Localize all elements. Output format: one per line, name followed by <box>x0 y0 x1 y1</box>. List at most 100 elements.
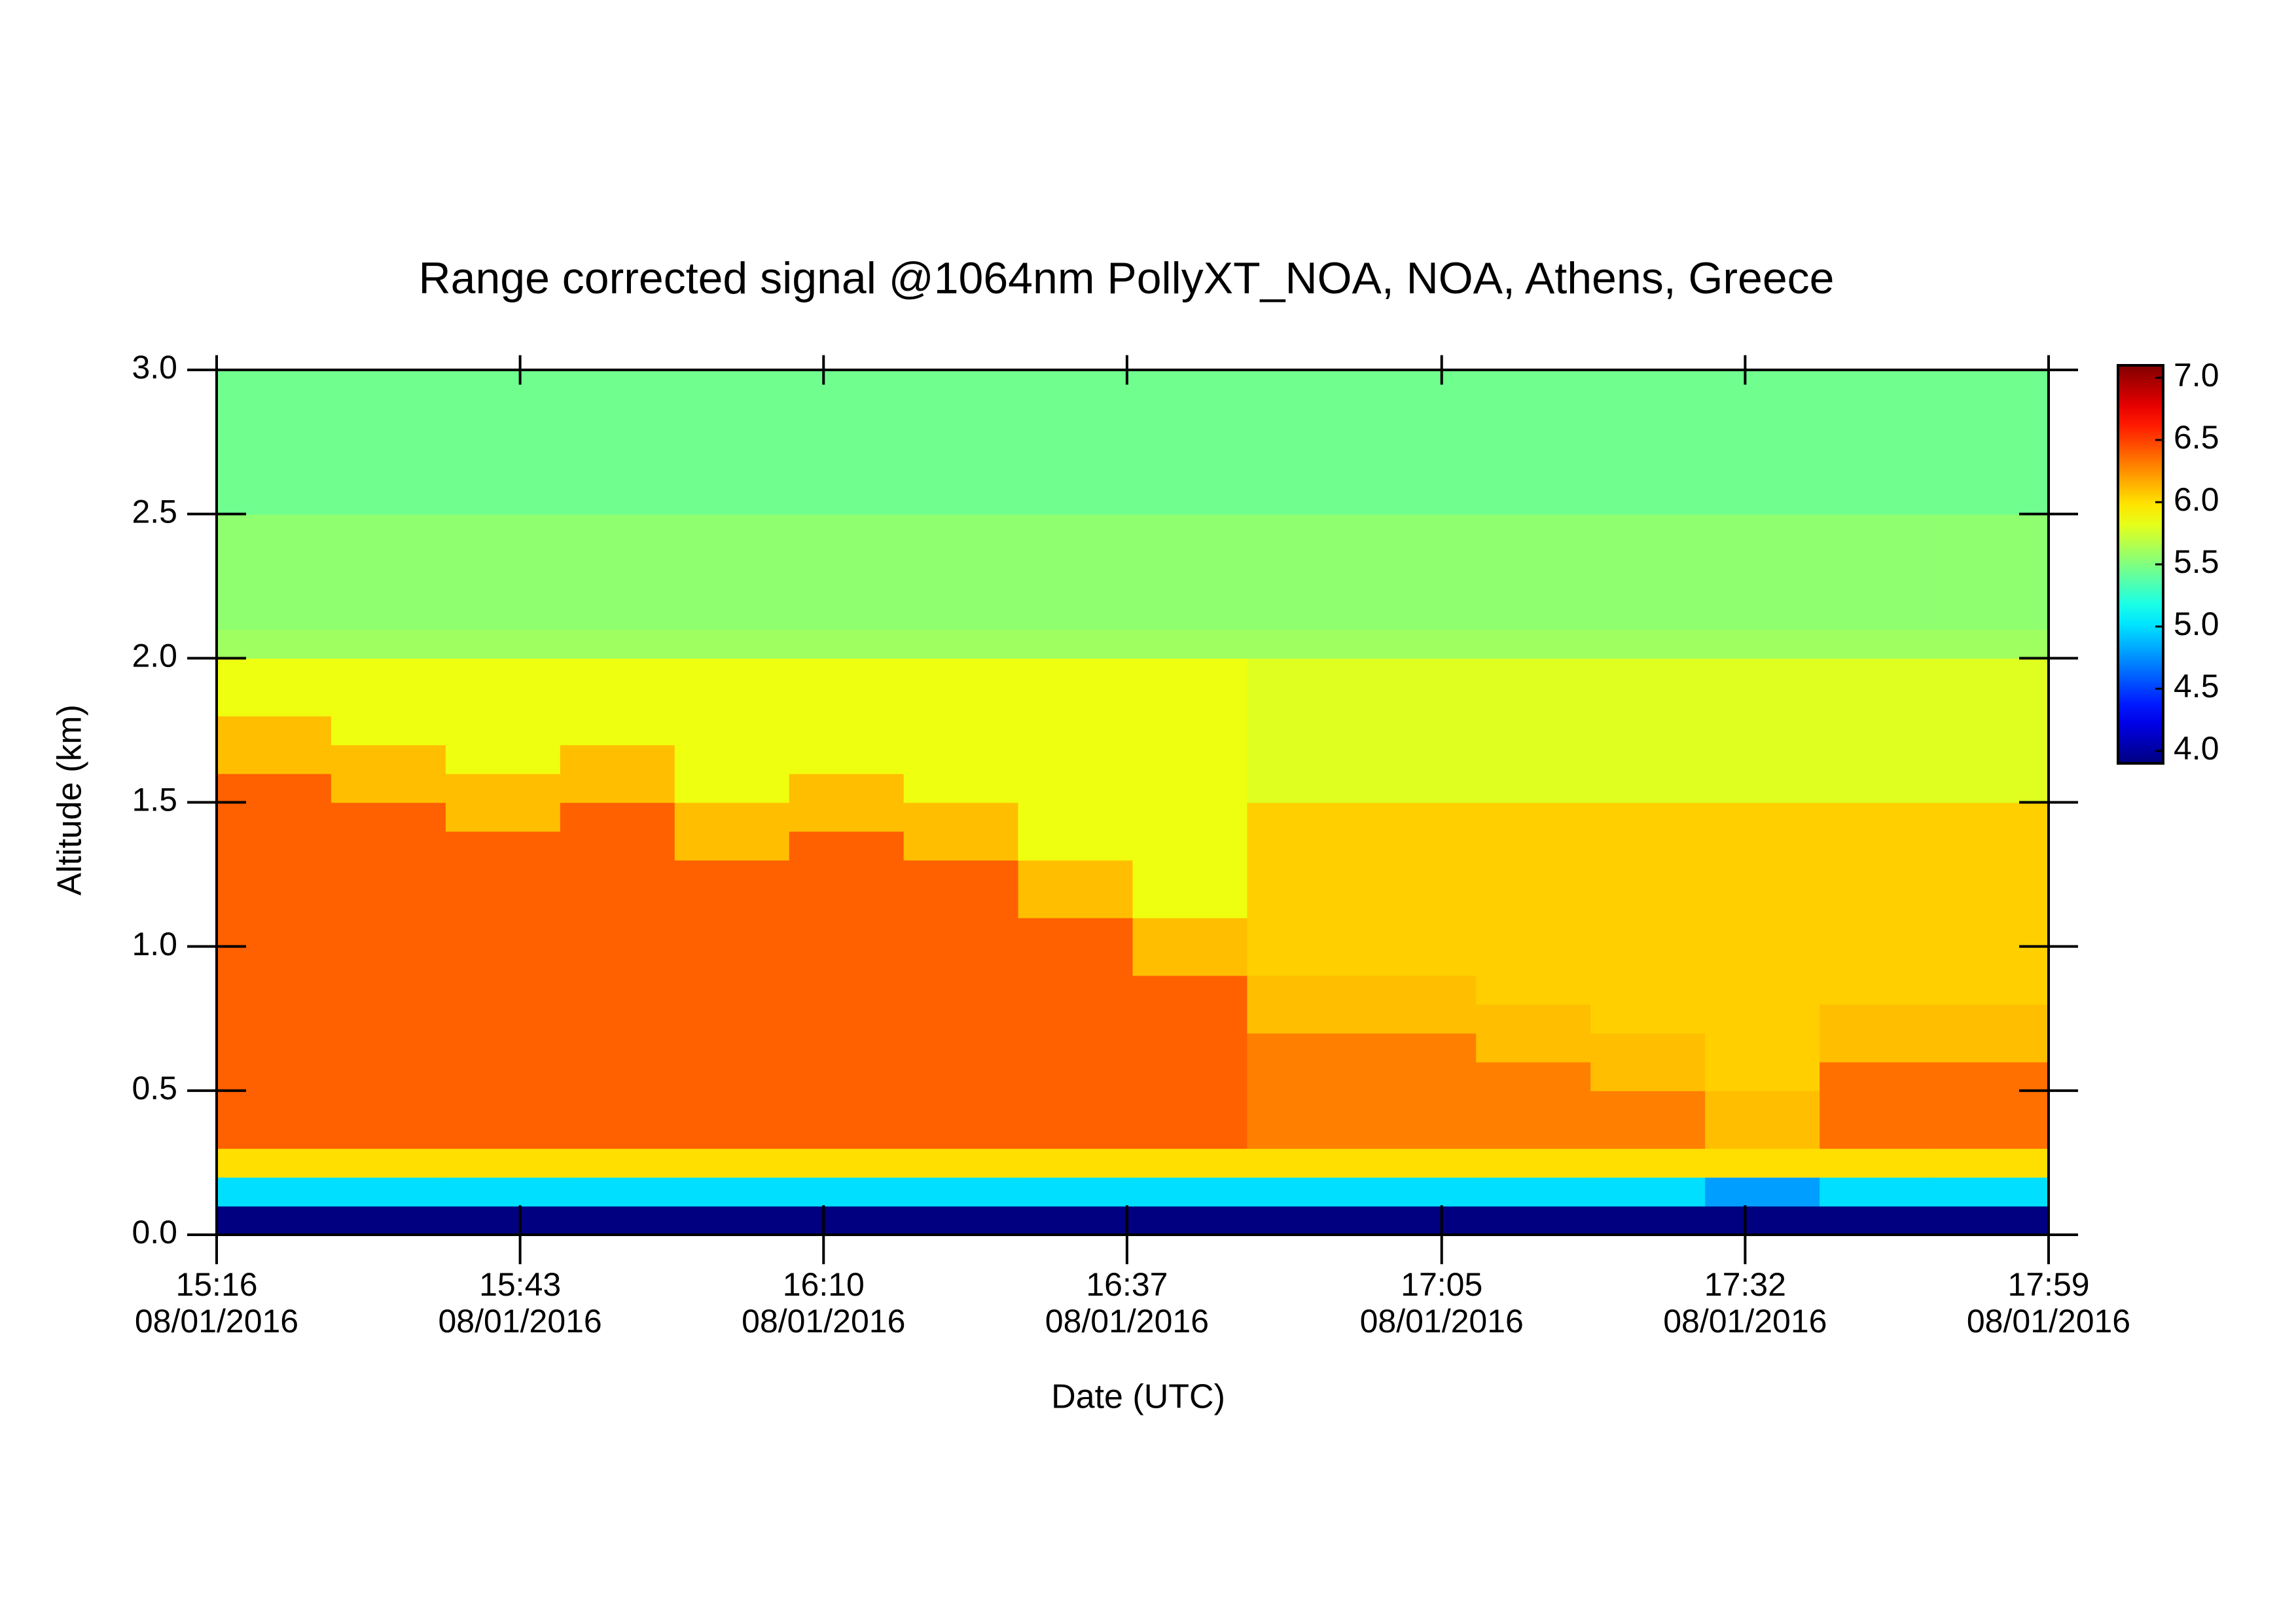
heatmap-cell <box>1018 975 1134 1005</box>
heatmap-cell <box>1018 946 1134 976</box>
heatmap-cell <box>1018 399 1134 428</box>
heatmap-cell <box>331 716 446 746</box>
x-tick-date: 08/01/2016 <box>1967 1303 2130 1340</box>
heatmap-cell <box>1934 888 2049 919</box>
heatmap-cell <box>445 456 561 486</box>
heatmap-cell <box>1934 1061 2049 1091</box>
heatmap-cell <box>1820 1205 1935 1235</box>
heatmap-cell <box>331 1176 446 1207</box>
heatmap-cell <box>1476 1004 1592 1034</box>
heatmap-cell <box>903 572 1019 602</box>
heatmap-cell <box>1132 1090 1248 1120</box>
heatmap-cell <box>1934 428 2049 457</box>
heatmap-cell <box>331 1148 446 1178</box>
heatmap-cell <box>789 860 905 890</box>
heatmap-cell <box>1247 629 1363 659</box>
heatmap-cell <box>674 1032 790 1063</box>
heatmap-cell <box>445 1032 561 1063</box>
heatmap-cell <box>1361 514 1477 543</box>
heatmap-cell <box>674 629 790 659</box>
heatmap-cell <box>789 687 905 717</box>
heatmap-cell <box>1705 946 1820 976</box>
heatmap-cell <box>1590 370 1706 399</box>
heatmap-cell <box>1247 658 1363 688</box>
heatmap-cell <box>560 975 675 1005</box>
heatmap-cell <box>1590 888 1706 919</box>
heatmap-cell <box>1934 975 2049 1005</box>
heatmap-cell <box>217 716 332 746</box>
heatmap-cell <box>1247 802 1363 832</box>
heatmap-cell <box>789 514 905 543</box>
heatmap-cell <box>1934 1148 2049 1178</box>
heatmap-cell <box>674 1061 790 1091</box>
heatmap-cell <box>1820 975 1935 1005</box>
heatmap-cell <box>331 572 446 602</box>
heatmap-cell <box>789 370 905 399</box>
heatmap-cell <box>1705 1090 1820 1120</box>
heatmap-cell <box>1820 543 1935 573</box>
heatmap-cell <box>560 1061 675 1091</box>
heatmap-cell <box>1705 1061 1820 1091</box>
heatmap-cell <box>1476 600 1592 630</box>
heatmap-cell <box>1018 600 1134 630</box>
heatmap-cell <box>1705 831 1820 861</box>
heatmap-cell <box>560 399 675 428</box>
heatmap-cell <box>1590 1061 1706 1091</box>
heatmap-cell <box>903 1032 1019 1063</box>
heatmap-cell <box>560 744 675 775</box>
heatmap-cell <box>1132 629 1248 659</box>
heatmap-cell <box>1247 1176 1363 1207</box>
heatmap-cell <box>1132 370 1248 399</box>
heatmap-cell <box>1361 716 1477 746</box>
heatmap-cell <box>1018 888 1134 919</box>
heatmap-cell <box>1247 1090 1363 1120</box>
heatmap-cell <box>1018 917 1134 947</box>
heatmap-cell <box>217 543 332 573</box>
heatmap-cell <box>1820 716 1935 746</box>
heatmap-cell <box>1705 1004 1820 1034</box>
heatmap-cell <box>560 572 675 602</box>
heatmap-cell <box>1018 543 1134 573</box>
heatmap-cell <box>674 428 790 457</box>
heatmap-cell <box>1018 773 1134 803</box>
heatmap-cell <box>1018 1004 1134 1034</box>
heatmap-cell <box>445 428 561 457</box>
heatmap-cell <box>1705 428 1820 457</box>
heatmap-cell <box>1934 1176 2049 1207</box>
heatmap-cell <box>1247 1061 1363 1091</box>
x-tick-label: 17:32 <box>1704 1266 1786 1303</box>
heatmap-cell <box>1247 572 1363 602</box>
heatmap-cell <box>1476 514 1592 543</box>
heatmap-cell <box>1247 370 1363 399</box>
heatmap-cell <box>217 658 332 688</box>
heatmap-cell <box>674 1004 790 1034</box>
heatmap-cell <box>1934 629 2049 659</box>
heatmap-cell <box>1018 572 1134 602</box>
heatmap-cell <box>1590 917 1706 947</box>
heatmap-cell <box>1018 1205 1134 1235</box>
heatmap-cell <box>1705 917 1820 947</box>
x-tick-date: 08/01/2016 <box>135 1303 298 1340</box>
heatmap-cell <box>1590 600 1706 630</box>
heatmap-cell <box>1590 716 1706 746</box>
heatmap-cell <box>903 399 1019 428</box>
heatmap-cell <box>217 946 332 976</box>
heatmap-cell <box>1705 485 1820 515</box>
heatmap-cell <box>217 1205 332 1235</box>
heatmap-cell <box>331 1205 446 1235</box>
heatmap-cell <box>1820 1119 1935 1149</box>
heatmap-cell <box>1018 485 1134 515</box>
heatmap-cell <box>1132 600 1248 630</box>
heatmap-cell <box>1590 946 1706 976</box>
colorbar-tick-label: 7.0 <box>2174 357 2219 393</box>
heatmap-cell <box>1820 946 1935 976</box>
heatmap-cell <box>1590 485 1706 515</box>
y-tick-label: 3.0 <box>132 349 177 386</box>
heatmap-cell <box>217 600 332 630</box>
heatmap-cell <box>1361 1119 1477 1149</box>
heatmap-cell <box>1361 975 1477 1005</box>
heatmap-cell <box>903 370 1019 399</box>
heatmap-cell <box>1705 456 1820 486</box>
heatmap-cell <box>445 831 561 861</box>
heatmap-cell <box>674 485 790 515</box>
